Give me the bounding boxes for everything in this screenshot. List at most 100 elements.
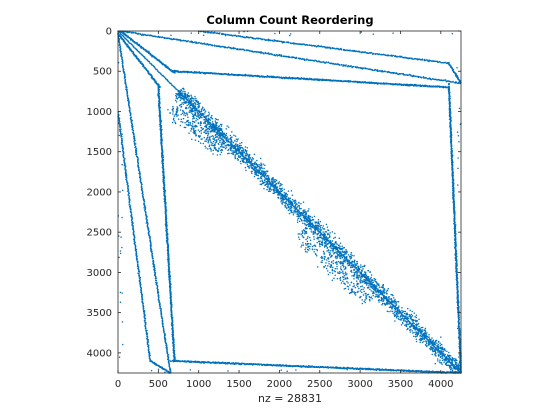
nonzero-point	[203, 109, 205, 112]
nonzero-point	[294, 210, 297, 213]
nonzero-point	[425, 340, 427, 343]
nonzero-point	[197, 129, 200, 131]
nonzero-point	[375, 295, 377, 298]
nonzero-point	[378, 284, 380, 287]
nonzero-point	[336, 267, 338, 270]
nonzero-point	[425, 333, 427, 335]
nonzero-point	[434, 350, 437, 353]
nonzero-point	[201, 116, 203, 119]
nonzero-point	[380, 286, 383, 289]
nonzero-point	[343, 257, 346, 259]
nonzero-point	[317, 232, 320, 234]
nonzero-point	[180, 92, 183, 95]
nonzero-point	[303, 217, 305, 219]
nonzero-point	[198, 117, 201, 120]
nonzero-point	[302, 201, 305, 203]
nonzero-point	[324, 240, 327, 243]
nonzero-point	[319, 236, 322, 239]
nonzero-point	[450, 81, 452, 83]
nonzero-point	[250, 162, 252, 164]
nonzero-point	[351, 288, 353, 290]
nonzero-point	[189, 124, 191, 127]
nonzero-point	[328, 234, 331, 236]
nonzero-point	[210, 116, 213, 119]
nonzero-point	[190, 108, 193, 111]
nonzero-point	[387, 287, 390, 290]
nonzero-point	[219, 140, 221, 142]
nonzero-point	[415, 328, 417, 331]
nonzero-point	[155, 279, 158, 282]
nonzero-point	[350, 281, 353, 284]
nonzero-point	[415, 331, 417, 333]
nonzero-point	[195, 103, 197, 105]
nonzero-point	[230, 141, 233, 143]
nonzero-point	[225, 128, 227, 130]
nonzero-point	[326, 226, 329, 228]
nonzero-point	[390, 303, 393, 305]
nonzero-point	[358, 276, 360, 278]
nonzero-point	[309, 222, 312, 224]
nonzero-point	[237, 138, 239, 140]
nonzero-point	[356, 284, 358, 286]
nonzero-point	[202, 142, 205, 145]
nonzero-point	[280, 189, 282, 191]
nonzero-point	[203, 119, 205, 121]
nonzero-point	[317, 222, 319, 224]
nonzero-point	[153, 269, 156, 272]
nonzero-point	[442, 352, 445, 355]
nonzero-point	[357, 265, 359, 267]
nonzero-point	[413, 325, 416, 327]
nonzero-point	[173, 115, 176, 117]
nonzero-point	[325, 267, 328, 270]
nonzero-point	[324, 238, 326, 241]
nonzero-point	[250, 171, 253, 173]
nonzero-point	[447, 355, 450, 358]
nonzero-point	[248, 158, 251, 161]
nonzero-point	[277, 194, 279, 196]
nonzero-point	[240, 144, 242, 147]
nonzero-point	[360, 266, 362, 268]
nonzero-point	[412, 319, 415, 321]
nonzero-point	[392, 294, 394, 297]
nonzero-point	[288, 203, 291, 206]
nonzero-point	[386, 303, 389, 305]
nonzero-point	[344, 250, 346, 253]
nonzero-point	[305, 238, 307, 241]
nonzero-point	[418, 318, 420, 320]
nonzero-point	[453, 367, 456, 369]
nonzero-point	[305, 244, 307, 246]
nonzero-point	[207, 123, 210, 125]
nonzero-point	[148, 60, 150, 63]
nonzero-point	[334, 267, 337, 270]
nonzero-point	[228, 152, 230, 155]
nonzero-point	[177, 114, 179, 116]
nonzero-point	[308, 208, 310, 210]
nonzero-point	[197, 102, 200, 105]
nonzero-point	[434, 342, 436, 344]
nonzero-point	[308, 242, 310, 245]
nonzero-point	[361, 285, 364, 287]
nonzero-point	[450, 364, 452, 367]
nonzero-point	[255, 163, 258, 166]
nonzero-point	[229, 134, 232, 137]
nonzero-point	[187, 92, 190, 94]
nonzero-point	[160, 308, 162, 310]
nonzero-point	[343, 268, 346, 270]
nonzero-point	[409, 316, 412, 318]
nonzero-point	[434, 343, 436, 346]
nonzero-point	[294, 205, 297, 207]
nonzero-point	[406, 312, 408, 315]
nonzero-point	[157, 293, 159, 295]
nonzero-point	[186, 120, 188, 122]
nonzero-point	[315, 253, 317, 256]
nonzero-point	[235, 151, 237, 153]
nonzero-point	[205, 140, 207, 142]
nonzero-point	[440, 347, 442, 350]
nonzero-point	[194, 105, 196, 108]
nonzero-point	[227, 143, 230, 146]
nonzero-point	[365, 278, 367, 280]
nonzero-point	[260, 172, 263, 175]
nonzero-point	[397, 308, 399, 311]
nonzero-point	[431, 337, 433, 339]
